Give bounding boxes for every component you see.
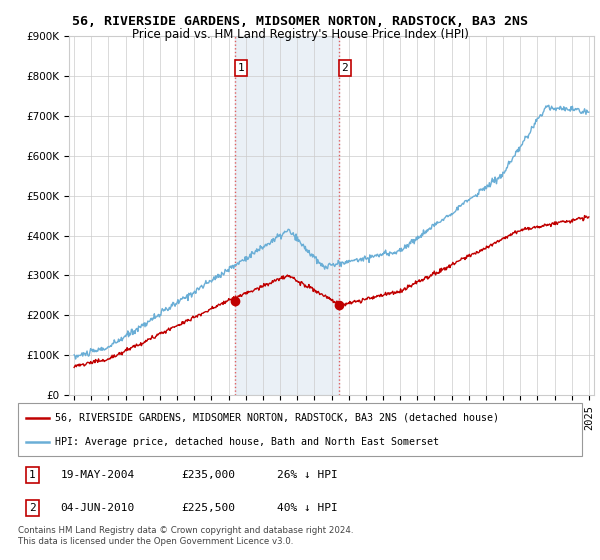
Text: 2: 2 — [341, 63, 348, 73]
Text: Contains HM Land Registry data © Crown copyright and database right 2024.
This d: Contains HM Land Registry data © Crown c… — [18, 526, 353, 546]
Text: £225,500: £225,500 — [182, 503, 236, 513]
Text: 2: 2 — [29, 503, 35, 513]
Text: 26% ↓ HPI: 26% ↓ HPI — [277, 470, 338, 480]
Bar — [235, 36, 339, 395]
Text: 19-MAY-2004: 19-MAY-2004 — [60, 470, 134, 480]
Text: HPI: Average price, detached house, Bath and North East Somerset: HPI: Average price, detached house, Bath… — [55, 437, 439, 447]
Text: 40% ↓ HPI: 40% ↓ HPI — [277, 503, 338, 513]
Text: 56, RIVERSIDE GARDENS, MIDSOMER NORTON, RADSTOCK, BA3 2NS (detached house): 56, RIVERSIDE GARDENS, MIDSOMER NORTON, … — [55, 413, 499, 423]
Text: Price paid vs. HM Land Registry's House Price Index (HPI): Price paid vs. HM Land Registry's House … — [131, 28, 469, 41]
Text: 1: 1 — [29, 470, 35, 480]
Text: 04-JUN-2010: 04-JUN-2010 — [60, 503, 134, 513]
Text: 56, RIVERSIDE GARDENS, MIDSOMER NORTON, RADSTOCK, BA3 2NS: 56, RIVERSIDE GARDENS, MIDSOMER NORTON, … — [72, 15, 528, 28]
Text: 1: 1 — [238, 63, 244, 73]
Text: £235,000: £235,000 — [182, 470, 236, 480]
